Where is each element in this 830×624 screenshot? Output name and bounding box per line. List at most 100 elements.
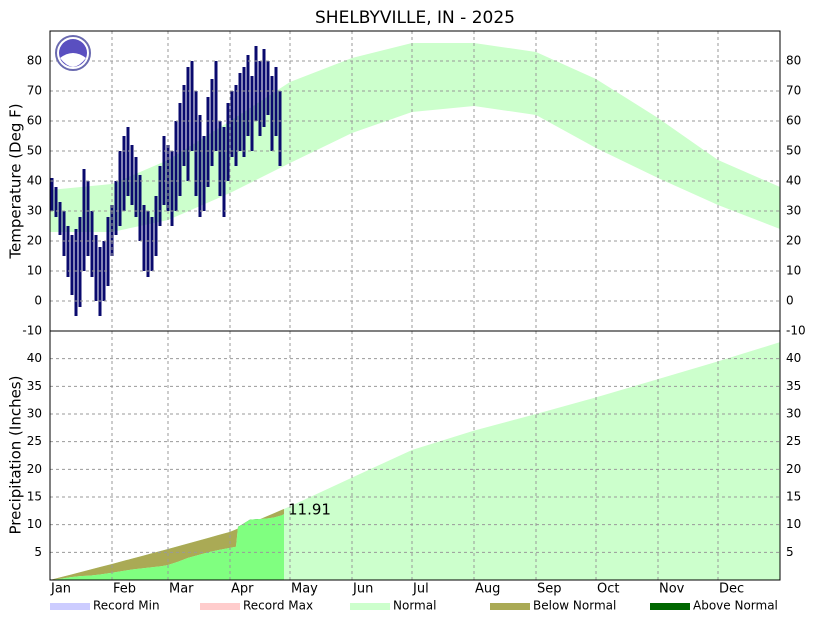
departure-fill <box>70 572 80 578</box>
temperature-bar <box>138 175 142 241</box>
temperature-bar <box>122 136 126 211</box>
x-tick-label: Dec <box>719 582 744 597</box>
legend-label: Normal <box>393 599 436 613</box>
y2-tick-label: 10 <box>786 517 801 531</box>
temperature-bar <box>270 76 274 151</box>
y2-tick-label: 25 <box>786 434 801 448</box>
y-tick-label: 60 <box>27 114 42 128</box>
temperature-bar <box>202 136 206 211</box>
y-tick-label: 50 <box>27 144 42 158</box>
departure-fill <box>112 561 122 573</box>
y2-tick-label: 40 <box>786 351 801 365</box>
departure-fill <box>218 531 230 551</box>
y2-tick-label: 15 <box>786 490 801 504</box>
y-tick-label: 30 <box>27 407 42 421</box>
departure-fill <box>60 574 70 579</box>
y-tick-label: 35 <box>27 379 42 393</box>
departure-fill <box>152 550 162 568</box>
normal-band <box>50 43 780 232</box>
temperature-bar <box>266 61 270 115</box>
y-tick-label: 0 <box>34 294 42 308</box>
temperature-bar <box>262 49 266 127</box>
temperature-bar <box>234 85 238 166</box>
legend-item: Below Normal <box>490 599 616 613</box>
y-tick-label: 40 <box>27 174 42 188</box>
departure-fill <box>80 569 90 577</box>
y2-tick-label: 10 <box>786 264 801 278</box>
temperature-bar <box>194 91 198 196</box>
temperature-bar <box>90 211 94 277</box>
x-tick-label: Jan <box>50 582 71 597</box>
temperature-bar <box>98 247 102 316</box>
temperature-bar <box>118 151 122 226</box>
legend-swatch <box>50 603 90 610</box>
temperature-bar <box>174 121 178 211</box>
temperature-bar <box>114 181 118 235</box>
temperature-bar <box>274 67 278 136</box>
departure-fill <box>50 577 60 580</box>
y-tick-label: 10 <box>27 264 42 278</box>
temperature-bar <box>154 196 158 256</box>
temperature-bar <box>230 91 234 157</box>
legend-label: Above Normal <box>693 599 778 613</box>
temperature-bar <box>258 61 262 136</box>
temperature-bar <box>222 127 226 217</box>
x-tick-label: May <box>291 582 318 597</box>
departure-fill <box>282 508 284 516</box>
departure-fill <box>266 513 274 519</box>
temperature-bar <box>226 103 230 181</box>
y-tick-label: 25 <box>27 434 42 448</box>
temperature-bar <box>186 67 190 181</box>
temperature-bar <box>198 115 202 217</box>
x-tick-label: Apr <box>231 582 254 597</box>
temperature-bar <box>70 235 74 295</box>
temperature-bar <box>250 76 254 151</box>
x-tick-label: Jun <box>352 582 373 597</box>
y2-tick-label: 30 <box>786 204 801 218</box>
legend-item: Above Normal <box>650 599 778 613</box>
legend-swatch <box>350 603 390 610</box>
y2-tick-label: 35 <box>786 379 801 393</box>
y-tick-label: 5 <box>34 545 42 559</box>
departure-fill <box>198 537 208 556</box>
temperature-bar <box>218 121 222 196</box>
x-tick-label: Jul <box>412 582 429 597</box>
temperature-bar <box>82 169 86 271</box>
temperature-bar <box>130 145 134 205</box>
temperature-bar <box>162 136 166 205</box>
x-tick-label: Nov <box>659 582 685 597</box>
y2-tick-label: 5 <box>786 545 794 559</box>
legend-swatch <box>490 603 530 610</box>
temperature-bar <box>206 97 210 187</box>
y2-tick-label: 50 <box>786 144 801 158</box>
departure-fill <box>188 540 198 558</box>
y-axis-title: Precipitation (Inches) <box>7 376 25 535</box>
temperature-bar <box>254 46 258 121</box>
x-tick-label: Aug <box>475 582 500 597</box>
legend-label: Below Normal <box>533 599 616 613</box>
departure-fill <box>90 567 100 576</box>
legend-label: Record Min <box>93 599 160 613</box>
departure-fill <box>122 558 132 572</box>
y-tick-label: -10 <box>22 324 42 338</box>
departure-fill <box>230 529 236 548</box>
y2-tick-label: 0 <box>786 294 794 308</box>
temperature-bar <box>210 79 214 166</box>
observed-area <box>50 514 284 580</box>
departure-fill <box>208 535 218 553</box>
temperature-bar <box>246 55 250 136</box>
temperature-bar <box>178 103 182 196</box>
y-tick-label: 20 <box>27 234 42 248</box>
y2-tick-label: 20 <box>786 462 801 476</box>
chart-title: SHELBYVILLE, IN - 2025 <box>315 8 515 28</box>
plot: -10 -10 0 0 10 10 20 20 30 30 40 40 50 50 60 60 70 70 80 80… <box>22 30 806 613</box>
y2-tick-label: 60 <box>786 114 801 128</box>
x-tick-label: Sep <box>537 582 562 597</box>
temperature-bar <box>182 85 186 166</box>
panel-frame <box>49 330 781 581</box>
legend-item: Normal <box>350 599 436 613</box>
x-tick-label: Oct <box>597 582 619 597</box>
y2-tick-label: 40 <box>786 174 801 188</box>
x-tick-label: Mar <box>169 582 194 597</box>
temperature-bar <box>58 202 62 235</box>
